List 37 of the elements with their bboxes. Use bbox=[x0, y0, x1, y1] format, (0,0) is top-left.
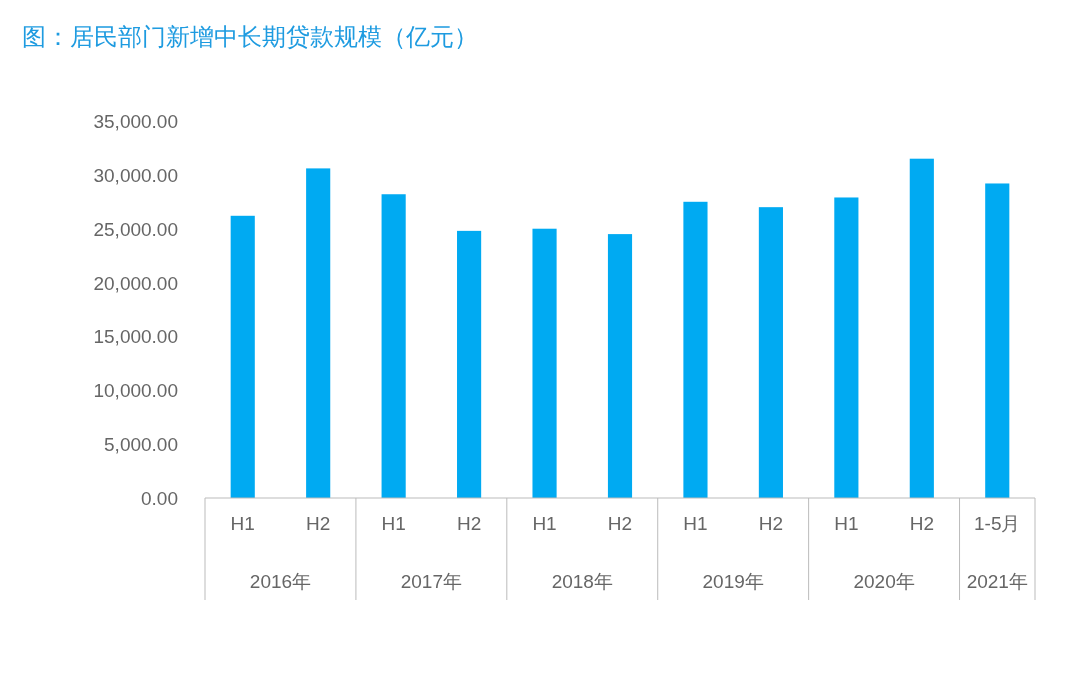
x-tick-label: H1 bbox=[834, 513, 859, 534]
bar bbox=[306, 168, 331, 498]
y-tick-label: 25,000.00 bbox=[93, 218, 178, 240]
text: 2020年 bbox=[853, 571, 915, 592]
bar bbox=[758, 207, 783, 498]
chart-title: 图：居民部门新增中长期贷款规模（亿元） bbox=[22, 23, 478, 50]
y-tick-label: 10,000.00 bbox=[93, 380, 178, 402]
text: 2021年 bbox=[966, 571, 1028, 592]
x-tick-label: 1-5月 bbox=[974, 513, 1021, 534]
text: 2017年 bbox=[400, 571, 462, 592]
x-tick-label: H2 bbox=[456, 513, 482, 534]
x-tick-label: H1 bbox=[230, 513, 255, 534]
bar bbox=[607, 234, 633, 498]
x-tick-label: H2 bbox=[758, 513, 784, 534]
text: 2018年 bbox=[551, 571, 613, 592]
bar bbox=[230, 215, 255, 498]
y-tick-label: 15,000.00 bbox=[93, 326, 178, 348]
bar bbox=[532, 228, 557, 498]
x-tick-label: H1 bbox=[381, 513, 406, 534]
y-tick-label: 30,000.00 bbox=[93, 164, 178, 186]
bar bbox=[683, 201, 708, 498]
bar bbox=[909, 158, 934, 498]
x-tick-label: H2 bbox=[306, 513, 331, 534]
bar bbox=[381, 194, 406, 498]
bar bbox=[834, 197, 859, 498]
text: 2019年 bbox=[702, 571, 764, 592]
y-tick-label: 5,000.00 bbox=[104, 434, 178, 456]
x-tick-label: H1 bbox=[683, 513, 708, 534]
bar bbox=[457, 230, 482, 498]
y-tick-label: 20,000.00 bbox=[93, 272, 178, 294]
bar bbox=[985, 183, 1010, 498]
y-tick-label: 0.00 bbox=[141, 488, 178, 509]
x-tick-label: H2 bbox=[607, 513, 633, 534]
y-tick-label: 35,000.00 bbox=[93, 111, 178, 132]
x-tick-label: H1 bbox=[532, 513, 557, 534]
x-tick-label: H2 bbox=[909, 513, 934, 534]
text: 2016年 bbox=[249, 571, 312, 592]
